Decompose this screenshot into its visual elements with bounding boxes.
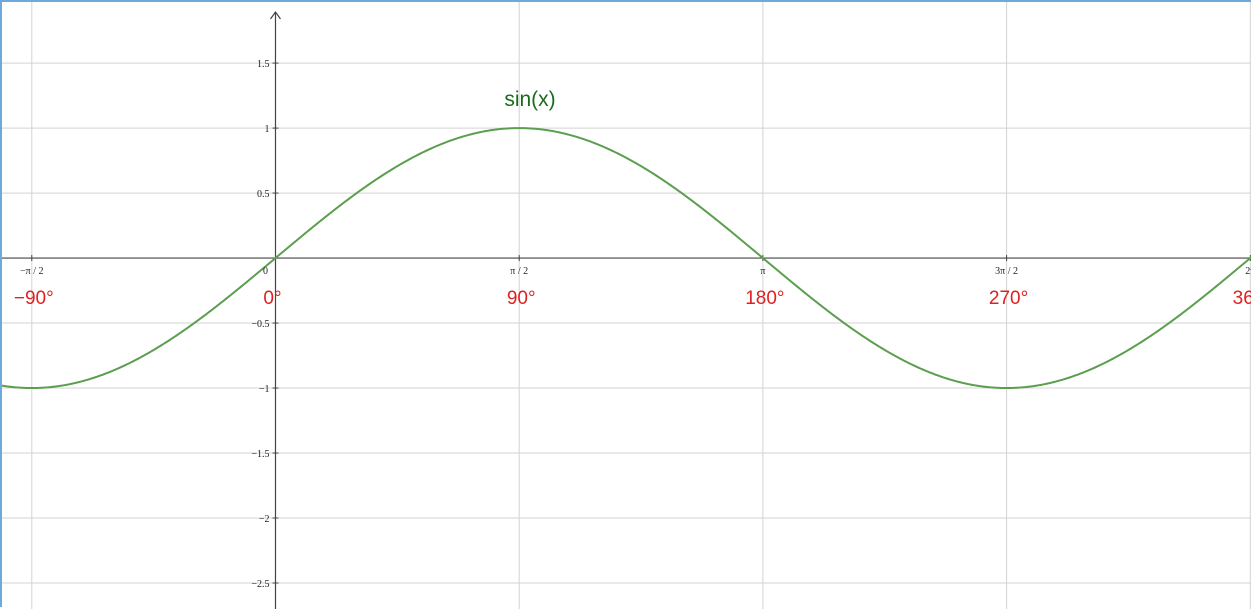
x-tick-label: 3π / 2: [995, 266, 1018, 277]
sine-curve: [2, 127, 1251, 390]
y-axis-arrow: [269, 10, 281, 20]
y-tick-labels: 1.5 1 0.5 −0.5 −1 −1.5 −2 −2.5: [251, 59, 269, 590]
degree-label: −90°: [14, 288, 54, 309]
x-tick-label: 0: [263, 266, 268, 277]
y-tick-label: 1.5: [257, 59, 270, 70]
vertical-gridlines: [31, 2, 1251, 609]
horizontal-gridlines: [2, 62, 1251, 584]
y-tick-label: −1: [259, 384, 270, 395]
degree-label: 360°: [1233, 288, 1251, 309]
degree-label: 90°: [507, 288, 536, 309]
y-tick-label: 0.5: [257, 189, 270, 200]
y-tick-label: 1: [264, 124, 269, 135]
x-tick-label: π: [760, 266, 765, 277]
x-tick-labels: −π / 2 0 π / 2 π 3π / 2 2π: [20, 266, 1251, 277]
x-tick-label: π / 2: [510, 266, 528, 277]
degree-label: 180°: [745, 288, 784, 309]
axes: [2, 10, 1251, 609]
degree-label: 270°: [989, 288, 1028, 309]
x-tick-label: 2π: [1245, 266, 1251, 277]
y-tick-label: −0.5: [251, 319, 269, 330]
function-label: sin(x): [504, 88, 555, 111]
degree-label: 0°: [263, 288, 281, 309]
degree-labels: −90° 0° 90° 180° 270° 360°: [14, 288, 1251, 309]
x-tick-label: −π / 2: [20, 266, 43, 277]
y-tick-label: −2.5: [251, 579, 269, 590]
y-tick-label: −2: [259, 514, 270, 525]
y-tick-label: −1.5: [251, 449, 269, 460]
